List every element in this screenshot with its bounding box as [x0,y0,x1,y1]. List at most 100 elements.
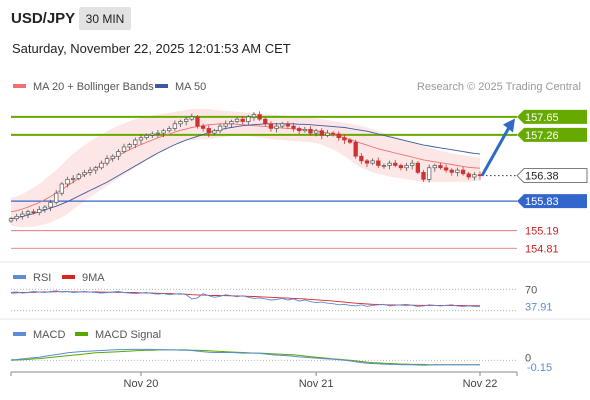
candle-body [206,128,211,134]
candle-body [240,118,245,122]
candle-body [336,133,341,139]
candle-body [31,211,36,214]
candle-body [37,209,42,214]
candle-body [82,172,87,176]
candle-body [144,135,149,139]
level-label-resistance: 157.26 [517,127,587,142]
candle-body [330,132,336,135]
bollinger-band [11,109,480,227]
level-label-box [517,127,587,142]
candle-body [178,121,183,125]
chart-datetime: Saturday, November 22, 2025 12:01:53 AM … [12,41,291,56]
candle-body [150,133,155,136]
macd-signal-legend-label: MACD Signal [95,329,161,341]
candle-body [246,116,251,122]
candle-body [426,167,432,180]
candle-body [347,139,353,143]
candle-body [342,137,347,141]
candle-body [161,130,166,134]
macd-last-value: -0.15 [527,362,552,374]
candle-body [387,162,392,166]
price-legend: MA 20 + Bollinger Bands MA 50 [13,81,206,93]
rsi-ref-label: 70 [525,284,537,296]
candle-body [71,178,76,180]
candle-body [325,132,330,136]
rsi-last-value: 37.91 [525,301,553,313]
forecast-arrow-shaft [480,126,511,177]
candle-body [167,128,172,132]
candle-body [48,202,53,208]
candle-body [20,213,25,217]
candle-body [42,206,48,210]
macd-signal-line [10,349,480,366]
level-label-text: 155.83 [525,196,559,208]
candle-body [472,174,477,178]
candle-body [251,114,257,118]
candle-body [99,162,104,169]
candle-body [353,141,358,157]
level-label-text: 154.81 [525,243,559,255]
candle-body [59,183,65,194]
candle-body [263,118,268,125]
candle-body [313,130,319,134]
candle-body [54,192,59,203]
candle-body [121,146,127,152]
candle-body [376,160,381,166]
candle-body [138,137,144,141]
candle-body [229,121,234,125]
level-label-text: 155.19 [525,226,559,238]
macd-line [10,348,480,366]
macd-panel: 0-0.15 [10,348,552,374]
candle-body [172,123,178,129]
candle-body [364,160,370,164]
level-label-box [517,194,587,209]
candle-body [455,169,460,173]
level-label-text: 157.26 [525,130,559,142]
candle-body [421,172,426,180]
candle-body [308,129,313,134]
macd-ref-label: 0 [525,352,531,364]
candle-body [14,216,19,220]
rsi-legend: RSI 9MA [13,272,105,284]
candle-body [370,160,375,164]
candle-body [443,167,449,171]
ma20-legend-label: MA 20 + Bollinger Bands [33,81,154,93]
rsi-legend-label: RSI [33,272,51,284]
candle-body [25,211,31,215]
symbol-title: USD/JPY [11,10,76,27]
candle-body [460,169,466,175]
candle-body [274,125,279,129]
candles [8,111,483,223]
candle-body [87,169,93,173]
candle-body [110,155,115,159]
candle-body [297,128,302,132]
level-label-box [517,109,587,124]
candle-body [398,165,404,169]
candle-body [76,174,81,179]
candle-body [257,114,262,120]
timeframe-button[interactable]: 30 MIN [79,7,131,30]
candle-body [432,165,437,169]
candle-body [93,167,98,171]
rsi-ma-line [10,291,481,307]
candle-body [381,165,387,167]
candle-body [291,125,296,129]
level-label-resistance: 157.65 [517,109,587,124]
source-note: Research © 2025 Trading Central [417,81,581,93]
candle-body [8,218,14,222]
candle-body [65,178,70,185]
level-label-support: 155.83 [517,194,587,209]
macd-legend: MACD MACD Signal [13,329,161,341]
candle-body [184,118,189,122]
candle-body [393,162,398,166]
candle-body [127,144,132,148]
x-tick-label: Nov 22 [463,378,498,390]
chart-header: USD/JPY 30 MIN [0,0,590,36]
candle-body [212,130,217,134]
candle-body [319,130,324,136]
level-label-text: 156.38 [525,171,559,183]
price-panel [8,109,517,249]
x-tick-label: Nov 21 [299,378,334,390]
candle-body [133,139,138,145]
